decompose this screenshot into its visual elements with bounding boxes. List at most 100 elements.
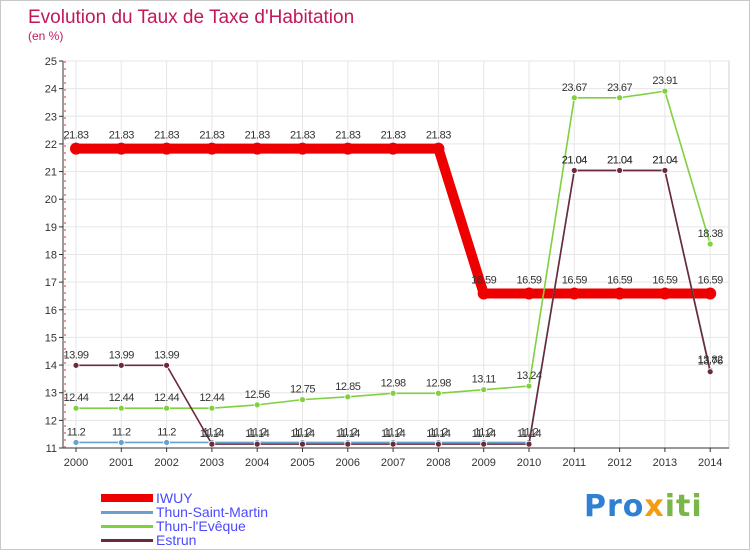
y-tick-label: 23: [45, 111, 57, 123]
data-point-thun-l-eveque: [117, 404, 125, 412]
data-point-iwuy: [704, 287, 717, 300]
data-point-estrun: [117, 361, 125, 369]
x-tick-label: 2000: [64, 457, 88, 469]
y-tick-label: 25: [45, 56, 57, 68]
data-point-thun-l-eveque: [163, 404, 171, 412]
legend-item-iwuy[interactable]: IWUY: [101, 490, 268, 506]
data-point-estrun: [253, 440, 261, 448]
data-label-iwuy: 21.83: [199, 130, 224, 142]
data-label-estrun: 21.04: [607, 154, 632, 166]
legend-swatch-thun-saint-martin: [101, 510, 153, 514]
data-point-estrun: [208, 440, 216, 448]
data-point-thun-l-eveque: [706, 240, 714, 248]
x-tick-label: 2011: [562, 457, 586, 469]
data-label-thun-saint-martin: 11.2: [203, 426, 222, 438]
data-point-iwuy: [387, 142, 400, 155]
data-label-estrun: 11.14: [426, 428, 451, 440]
data-label-estrun: 21.04: [562, 154, 587, 166]
data-point-thun-l-eveque: [661, 87, 669, 95]
chart-title: Evolution du Taux de Taxe d'Habitation: [28, 7, 355, 28]
x-tick-label: 2002: [154, 457, 178, 469]
data-point-estrun: [525, 440, 533, 448]
data-point-iwuy: [523, 287, 535, 300]
data-label-iwuy: 21.83: [290, 130, 315, 142]
data-label-estrun: 21.04: [652, 154, 677, 166]
y-tick-label: 13: [45, 388, 57, 400]
data-label-iwuy: 21.83: [245, 130, 270, 142]
data-label-thun-l-eveque: 12.98: [381, 377, 406, 389]
y-tick-label: 17: [45, 277, 57, 289]
data-label-iwuy: 21.83: [381, 130, 406, 142]
y-tick-label: 24: [45, 84, 57, 96]
legend-label-thun-saint-martin: Thun-Saint-Martin: [156, 504, 269, 520]
data-label-estrun: 13.99: [109, 349, 134, 361]
data-label-iwuy: 21.83: [154, 130, 179, 142]
y-tick-label: 21: [45, 167, 57, 179]
data-point-iwuy: [205, 142, 218, 155]
x-tick-label: 2005: [290, 457, 314, 469]
data-point-thun-l-eveque: [389, 389, 397, 397]
data-label-iwuy: 16.59: [652, 274, 677, 286]
data-label-thun-saint-martin: 11.2: [429, 426, 448, 438]
y-tick-label: 19: [45, 222, 57, 234]
data-label-thun-l-eveque: 23.91: [652, 75, 677, 87]
data-point-thun-l-eveque: [72, 404, 80, 412]
data-point-iwuy: [115, 142, 128, 155]
legend-item-thun-saint-martin[interactable]: Thun-Saint-Martin: [101, 504, 269, 520]
data-label-iwuy: 16.59: [562, 274, 587, 286]
data-label-thun-l-eveque: 23.67: [607, 82, 632, 94]
data-point-estrun: [344, 440, 352, 448]
data-point-estrun: [389, 440, 397, 448]
x-tick-label: 2001: [109, 457, 133, 469]
legend-item-estrun[interactable]: Estrun: [101, 532, 268, 548]
y-tick-label: 20: [45, 194, 57, 206]
data-point-estrun: [163, 361, 171, 369]
data-point-thun-saint-martin: [72, 439, 80, 446]
data-label-thun-saint-martin: 11.2: [157, 426, 176, 438]
data-label-estrun: 11.14: [245, 428, 270, 440]
data-point-thun-l-eveque: [299, 396, 306, 404]
legend-label-iwuy: IWUY: [156, 490, 193, 506]
data-point-thun-l-eveque: [616, 94, 623, 102]
data-point-estrun: [706, 368, 714, 376]
data-label-estrun: 11.14: [517, 428, 542, 440]
data-point-thun-l-eveque: [208, 404, 216, 412]
data-label-thun-saint-martin: 11.2: [474, 426, 493, 438]
data-point-thun-l-eveque: [525, 382, 533, 390]
y-tick-label: 15: [45, 332, 57, 344]
data-point-iwuy: [568, 287, 581, 300]
legend-label-thun-l-eveque: Thun-l'Evêque: [156, 518, 246, 534]
data-point-iwuy: [70, 142, 82, 155]
x-tick-label: 2010: [517, 457, 541, 469]
data-point-iwuy: [296, 142, 309, 155]
data-label-thun-l-eveque: 12.44: [63, 392, 88, 404]
data-label-estrun: 13.76: [698, 356, 723, 368]
data-point-estrun: [480, 440, 488, 448]
x-tick-label: 2003: [200, 457, 224, 469]
legend-item-thun-l-eveque[interactable]: Thun-l'Evêque: [101, 518, 268, 534]
x-tick-label: 2012: [607, 457, 631, 469]
y-tick-label: 11: [46, 443, 57, 455]
data-label-thun-l-eveque: 12.98: [426, 377, 451, 389]
data-label-estrun: 13.99: [63, 349, 88, 361]
logo-text-part3: iti: [664, 489, 703, 524]
data-label-iwuy: 21.83: [335, 130, 360, 142]
legend-swatch-thun-l-eveque: [101, 524, 153, 528]
data-label-thun-saint-martin: 21.04: [652, 154, 677, 166]
y-tick-label: 14: [45, 360, 57, 372]
data-point-iwuy: [160, 142, 173, 155]
data-point-estrun: [434, 440, 442, 448]
data-label-thun-saint-martin: 11.2: [384, 426, 403, 438]
data-point-iwuy: [613, 287, 626, 300]
x-tick-label: 2014: [698, 457, 722, 469]
data-label-estrun: 13.99: [154, 349, 179, 361]
data-label-thun-saint-martin: 11.2: [67, 426, 86, 438]
legend-label-estrun: Estrun: [156, 532, 197, 548]
data-point-iwuy: [432, 142, 445, 155]
y-tick-label: 18: [45, 250, 57, 262]
data-label-estrun: 11.14: [200, 428, 225, 440]
data-point-thun-l-eveque: [480, 386, 488, 394]
data-point-iwuy: [658, 287, 671, 300]
